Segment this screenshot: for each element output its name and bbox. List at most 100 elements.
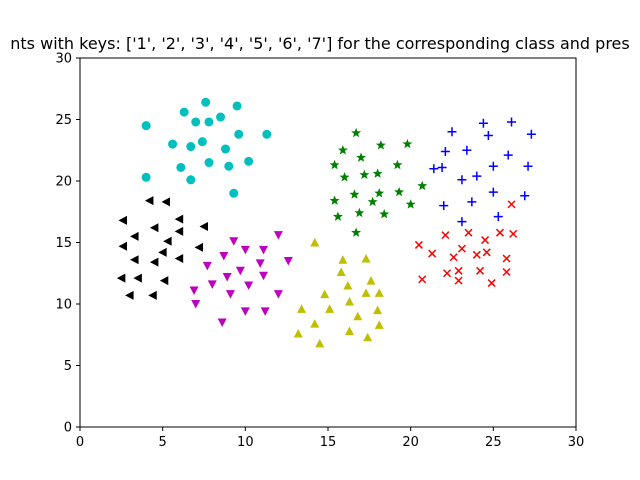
data-point-circle-8 [141,172,151,182]
data-point-star-4 [375,140,386,150]
data-point-circle-10 [186,142,196,152]
data-point-triangle-up-17 [293,329,303,338]
data-point-triangle-down-3 [240,245,250,255]
data-point-triangle-up-15 [310,319,320,328]
data-point-star-6 [329,159,340,170]
data-point-x-4 [441,231,450,240]
x-tick-label: 25 [485,435,502,450]
data-point-plus-4 [483,130,493,140]
data-point-star-7 [339,172,350,182]
data-point-plus-10 [437,162,447,172]
data-point-triangle-left-13 [149,257,159,267]
data-point-x-9 [481,236,490,245]
data-point-x-16 [476,266,485,275]
data-point-x-5 [449,253,458,262]
data-point-circle-17 [234,129,244,139]
y-tick-label: 0 [64,421,72,436]
data-point-triangle-up-5 [343,281,353,290]
data-point-x-6 [457,244,466,253]
data-point-circle-6 [216,112,226,122]
data-point-plus-19 [493,212,503,222]
scatter-markers [116,97,536,348]
data-point-triangle-up-8 [361,288,371,297]
y-tick-label: 25 [55,113,72,128]
x-tick-label: 15 [320,435,337,450]
data-point-x-17 [502,267,511,277]
data-point-triangle-up-2 [338,255,348,264]
data-point-star-13 [329,195,340,205]
data-point-plus-6 [526,129,536,139]
data-point-triangle-up-1 [310,238,320,247]
data-point-star-10 [372,168,383,178]
data-point-circle-2 [179,107,189,117]
data-point-star-2 [337,145,348,155]
data-point-triangle-up-6 [366,276,376,285]
data-point-plus-2 [507,117,517,127]
data-point-star-12 [417,180,428,191]
data-point-triangle-down-20 [217,318,227,327]
data-point-triangle-down-7 [283,256,293,266]
data-point-x-8 [472,250,481,259]
x-tick-label: 5 [159,435,167,450]
data-point-star-18 [379,209,390,219]
data-point-triangle-left-10 [118,241,127,251]
data-point-triangle-left-16 [116,273,126,283]
data-point-x-12 [509,229,518,238]
data-point-plus-12 [523,161,533,171]
data-point-triangle-down-2 [229,237,239,246]
data-point-plus-8 [503,150,513,160]
data-point-circle-20 [229,188,239,198]
data-point-plus-9 [429,164,439,174]
data-point-circle-5 [204,117,214,127]
data-point-triangle-down-9 [235,266,245,276]
data-point-circle-12 [176,162,186,172]
data-point-star-21 [351,227,362,237]
y-tick-label: 10 [55,298,72,313]
data-point-triangle-up-9 [374,288,384,297]
data-point-star-5 [402,138,413,149]
data-point-x-11 [495,228,504,237]
data-point-triangle-down-14 [189,286,199,295]
y-tick-label: 30 [55,52,72,67]
data-point-circle-15 [220,144,230,154]
data-point-triangle-left-15 [174,253,184,263]
data-point-star-9 [359,169,370,180]
y-tick-label: 15 [55,236,72,251]
data-point-star-8 [349,189,360,199]
data-point-triangle-down-18 [240,307,250,316]
data-point-plus-18 [520,191,530,201]
data-point-circle-11 [197,137,207,147]
data-point-circle-3 [191,117,201,127]
data-point-x-1 [507,200,516,209]
data-point-triangle-up-16 [374,320,384,329]
data-point-plus-1 [478,118,488,128]
data-point-triangle-left-8 [130,231,139,241]
data-point-star-1 [351,127,362,138]
data-point-circle-9 [168,139,178,149]
data-point-triangle-up-19 [363,332,373,342]
y-tick-label: 5 [64,359,72,374]
data-point-triangle-up-14 [353,311,363,321]
data-point-triangle-down-8 [202,261,212,271]
data-point-triangle-left-4 [174,214,184,224]
data-point-triangle-left-5 [149,223,159,233]
data-point-triangle-down-10 [222,272,232,282]
data-point-circle-19 [262,129,272,139]
data-point-plus-20 [457,217,467,227]
data-point-triangle-up-4 [336,267,346,277]
data-point-triangle-down-19 [260,307,270,316]
x-tick-label: 10 [237,435,254,450]
data-point-triangle-up-10 [344,297,354,306]
x-tick-label: 0 [76,435,84,450]
data-point-plus-15 [488,187,498,197]
data-point-triangle-up-7 [320,289,330,299]
data-point-triangle-left-11 [158,247,167,257]
data-point-triangle-left-20 [148,290,157,300]
data-point-triangle-down-13 [244,281,254,291]
data-point-x-7 [464,228,473,237]
data-point-triangle-left-18 [159,276,169,286]
data-point-star-15 [367,196,378,207]
data-point-triangle-up-3 [361,253,371,263]
